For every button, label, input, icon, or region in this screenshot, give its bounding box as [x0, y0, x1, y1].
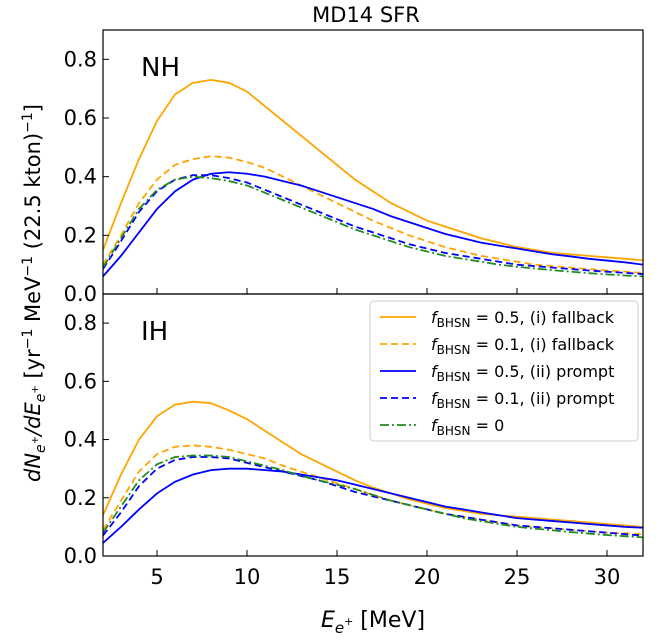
- series-line-ih-3: [103, 467, 643, 544]
- x-tick-label: 5: [150, 565, 163, 589]
- legend-label-1: fBHSN = 0.5, (i) fallback: [431, 308, 615, 330]
- y-axis-label: dNe+/dEe+ [yr−1 MeV−1 (22.5 kton)−1]: [20, 104, 49, 482]
- panel-nh: 0.0 0.2 0.4 0.6 0.8 NH: [64, 29, 644, 306]
- svg-text:dNe+/dEe+ [yr−1 MeV−1 (22.5 kt: dNe+/dEe+ [yr−1 MeV−1 (22.5 kton)−1]: [20, 104, 49, 482]
- series-line-ih-4: [103, 456, 643, 537]
- legend-label-4: fBHSN = 0.1, (ii) prompt: [431, 389, 614, 411]
- series-line-nh-4: [103, 174, 643, 275]
- y-tick-label: 0.8: [64, 311, 97, 335]
- series-line-nh-1: [103, 78, 643, 262]
- y-tick-label: 0.6: [64, 369, 97, 393]
- y-tick-label: 0.8: [64, 47, 97, 71]
- series-line-ih-2: [103, 444, 643, 536]
- x-tick-label: 15: [324, 565, 351, 589]
- series-line-ih-5: [103, 454, 643, 539]
- y-tick-label: 0.4: [64, 165, 97, 189]
- x-tick-label: 25: [504, 565, 531, 589]
- y-tick-label: 0.4: [64, 428, 97, 452]
- axes-frame: [102, 293, 644, 557]
- panel-ih: 5 10 15 20 25 30 0.0 0.2 0.4 0.6 0.8 IH: [64, 293, 644, 589]
- series-line-nh-5: [103, 175, 643, 278]
- y-tick-label: 0.2: [64, 486, 97, 510]
- legend-label-5: fBHSN = 0: [431, 416, 504, 438]
- series-line-ih-1: [103, 400, 643, 528]
- y-tick-label: 0.0: [64, 544, 97, 568]
- chart-title: MD14 SFR: [312, 3, 420, 27]
- panel-label-nh: NH: [141, 53, 180, 83]
- legend: [369, 300, 639, 442]
- legend-label-2: fBHSN = 0.1, (i) fallback: [431, 335, 615, 357]
- legend-label-3: fBHSN = 0.5, (ii) prompt: [431, 362, 614, 384]
- x-tick-label: 20: [414, 565, 441, 589]
- y-tick-label: 0.0: [64, 282, 97, 306]
- panel-label-ih: IH: [141, 317, 168, 347]
- x-axis-label: Ee+ [MeV]: [321, 608, 425, 637]
- x-tick-label: 30: [594, 565, 621, 589]
- y-tick-label: 0.6: [64, 106, 97, 130]
- series-line-nh-2: [103, 155, 643, 274]
- y-tick-label: 0.2: [64, 223, 97, 247]
- svg-text:Ee+ [MeV]: Ee+ [MeV]: [321, 608, 425, 637]
- x-tick-label: 10: [234, 565, 261, 589]
- series-line-nh-3: [103, 171, 643, 277]
